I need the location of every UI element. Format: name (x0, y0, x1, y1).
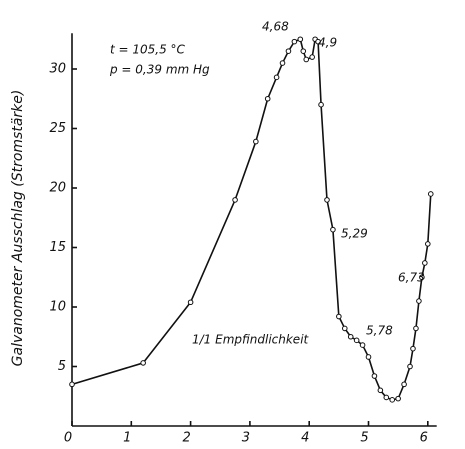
data-point (264, 95, 271, 102)
data-point (359, 342, 366, 348)
x-tick-label: 4 (301, 431, 309, 446)
data-point (422, 260, 428, 266)
data-point (309, 54, 315, 60)
data-point (377, 387, 384, 394)
annotation: p = 0,39 mm Hg (109, 63, 210, 77)
annotation: 5,78 (366, 324, 393, 338)
data-point (389, 397, 396, 403)
data-point (279, 60, 286, 66)
data-point (410, 345, 416, 352)
data-point (285, 48, 292, 54)
data-point (341, 325, 348, 332)
data-point (330, 226, 336, 233)
data-point (365, 354, 372, 360)
data-point (347, 333, 354, 340)
data-point (303, 56, 310, 63)
data-point (395, 395, 401, 402)
data-point (353, 337, 360, 344)
x-tick-label: 0 (64, 431, 72, 446)
x-tick-label: 2 (182, 431, 190, 446)
data-point (140, 360, 146, 366)
annotation: 4,9 (318, 36, 337, 50)
annotation: 4,68 (262, 20, 289, 34)
data-point (291, 38, 298, 45)
annotation: 1/1 Empfindlichkeit (192, 333, 310, 347)
data-point (232, 197, 238, 203)
data-point (187, 299, 194, 306)
data-point (297, 36, 304, 43)
data-point (419, 274, 425, 281)
data-point (315, 38, 321, 45)
data-point (416, 298, 422, 304)
data-point (413, 325, 419, 332)
x-tick-label: 6 (420, 431, 428, 446)
data-point (407, 363, 413, 370)
x-tick-label: 1 (123, 431, 131, 446)
data-point (336, 313, 342, 320)
data-point (253, 138, 259, 145)
data-point (300, 48, 307, 54)
data-point (425, 241, 431, 247)
y-tick-label: 20 (49, 181, 66, 196)
y-axis-label: Galvanometer Ausschlag (Stromstärke) (10, 90, 26, 367)
data-point (273, 74, 280, 81)
data-point (371, 373, 378, 379)
y-tick-label: 25 (49, 121, 66, 136)
y-tick-label: 30 (49, 62, 66, 77)
x-tick-label: 3 (242, 431, 250, 446)
data-point (318, 101, 324, 108)
annotation: 5,29 (341, 227, 368, 241)
annotation: 6,73 (398, 271, 425, 285)
data-point (427, 191, 434, 197)
data-point (324, 197, 330, 203)
y-tick-label: 10 (49, 300, 66, 315)
data-point (69, 381, 75, 388)
annotation: t = 105,5 °C (110, 43, 186, 57)
x-tick-label: 5 (360, 431, 368, 446)
y-tick-label: 5 (58, 359, 66, 374)
y-tick-label: 15 (49, 240, 66, 255)
data-point (383, 394, 390, 401)
data-point (401, 381, 407, 388)
